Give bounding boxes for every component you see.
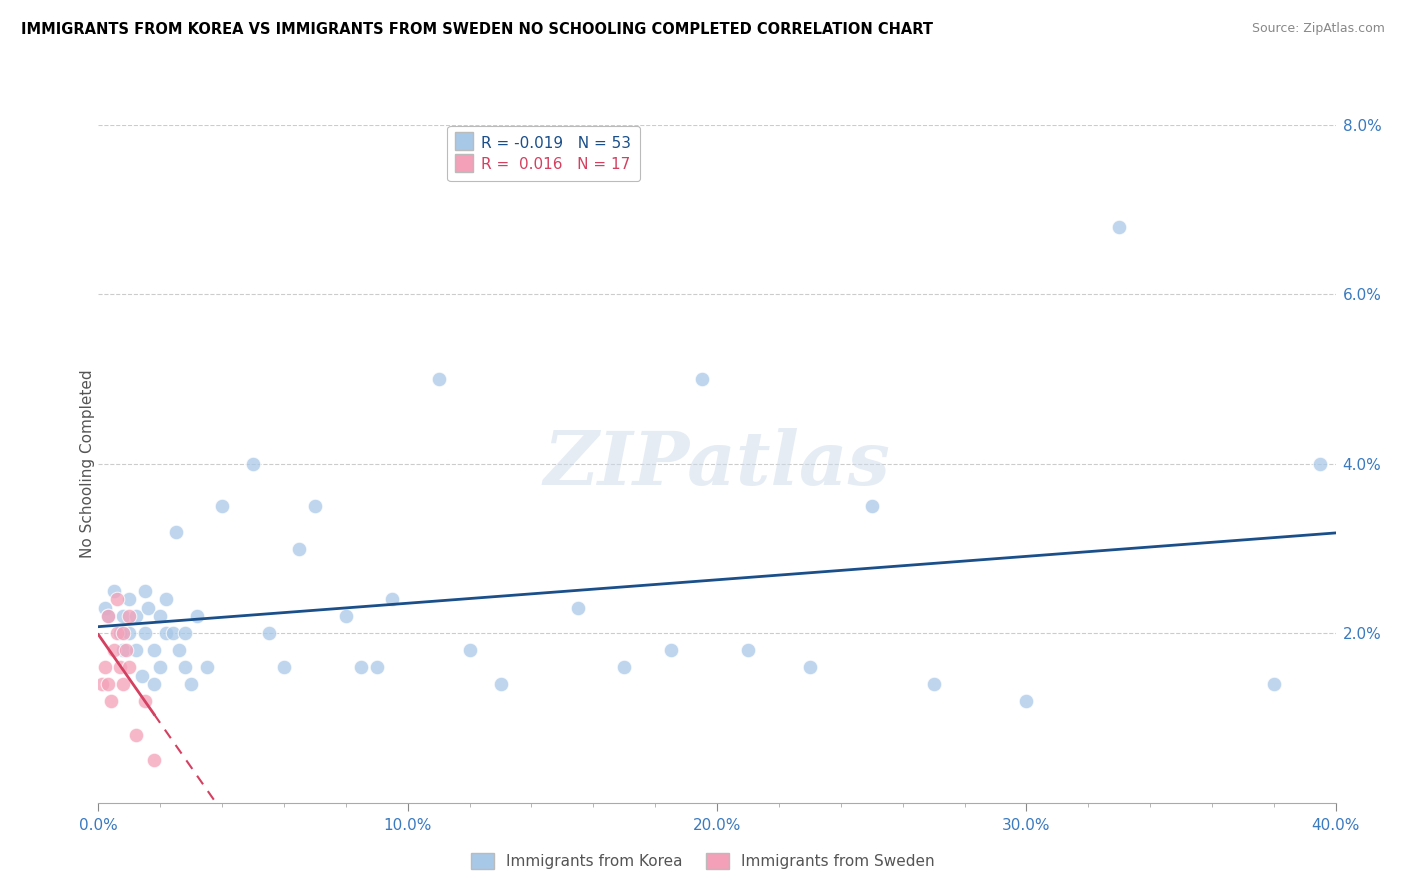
Point: [567, 601, 589, 615]
Point: [149, 660, 172, 674]
Point: [860, 500, 883, 514]
Point: [118, 660, 141, 674]
Point: [103, 643, 125, 657]
Point: [90, 677, 112, 691]
Point: [118, 592, 141, 607]
Point: [1309, 457, 1331, 471]
Point: [162, 626, 184, 640]
Point: [186, 609, 208, 624]
Point: [143, 643, 166, 657]
Point: [134, 584, 156, 599]
Point: [174, 660, 197, 674]
Point: [124, 728, 146, 742]
Point: [427, 372, 450, 386]
Point: [257, 626, 280, 640]
Point: [155, 592, 177, 607]
Point: [242, 457, 264, 471]
Point: [799, 660, 821, 674]
Y-axis label: No Schooling Completed: No Schooling Completed: [80, 369, 94, 558]
Point: [165, 524, 187, 539]
Point: [103, 584, 125, 599]
Point: [1108, 219, 1130, 234]
Point: [155, 626, 177, 640]
Text: IMMIGRANTS FROM KOREA VS IMMIGRANTS FROM SWEDEN NO SCHOOLING COMPLETED CORRELATI: IMMIGRANTS FROM KOREA VS IMMIGRANTS FROM…: [21, 22, 934, 37]
Point: [350, 660, 373, 674]
Text: Source: ZipAtlas.com: Source: ZipAtlas.com: [1251, 22, 1385, 36]
Point: [143, 753, 166, 767]
Point: [136, 601, 159, 615]
Point: [134, 694, 156, 708]
Point: [124, 643, 146, 657]
Legend: Immigrants from Korea, Immigrants from Sweden: Immigrants from Korea, Immigrants from S…: [465, 847, 941, 875]
Point: [124, 609, 146, 624]
Point: [174, 626, 197, 640]
Point: [93, 601, 115, 615]
Point: [112, 609, 135, 624]
Legend: R = -0.019   N = 53, R =  0.016   N = 17: R = -0.019 N = 53, R = 0.016 N = 17: [447, 126, 640, 181]
Point: [143, 677, 166, 691]
Point: [458, 643, 481, 657]
Point: [922, 677, 945, 691]
Point: [112, 643, 135, 657]
Point: [149, 609, 172, 624]
Text: ZIPatlas: ZIPatlas: [544, 427, 890, 500]
Point: [97, 677, 120, 691]
Point: [131, 669, 153, 683]
Point: [335, 609, 357, 624]
Point: [659, 643, 682, 657]
Point: [273, 660, 295, 674]
Point: [115, 643, 138, 657]
Point: [112, 626, 135, 640]
Point: [118, 609, 141, 624]
Point: [93, 660, 115, 674]
Point: [108, 660, 131, 674]
Point: [690, 372, 713, 386]
Point: [304, 500, 326, 514]
Point: [288, 541, 311, 556]
Point: [167, 643, 190, 657]
Point: [97, 609, 120, 624]
Point: [613, 660, 636, 674]
Point: [366, 660, 388, 674]
Point: [737, 643, 759, 657]
Point: [195, 660, 218, 674]
Point: [112, 677, 135, 691]
Point: [381, 592, 404, 607]
Point: [100, 694, 122, 708]
Point: [105, 592, 128, 607]
Point: [105, 626, 128, 640]
Point: [118, 626, 141, 640]
Point: [134, 626, 156, 640]
Point: [1015, 694, 1038, 708]
Point: [1263, 677, 1285, 691]
Point: [180, 677, 202, 691]
Point: [108, 626, 131, 640]
Point: [97, 609, 120, 624]
Point: [489, 677, 512, 691]
Point: [211, 500, 233, 514]
